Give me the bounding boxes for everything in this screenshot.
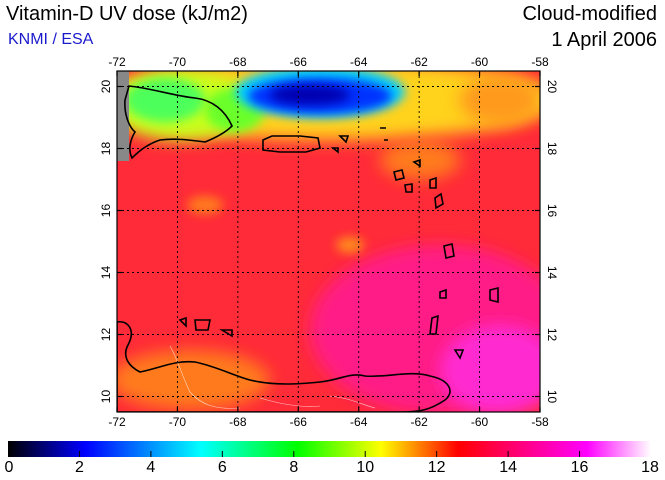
- lat-labels-left: 10 12 14 16 18 20: [99, 80, 113, 404]
- lat-tick-label: 10: [545, 390, 559, 404]
- product-label: Cloud-modified: [522, 3, 657, 25]
- colorbar-label: 6: [217, 459, 227, 476]
- colorbar-label: 10: [356, 459, 375, 476]
- lon-tick-label: -68: [229, 55, 247, 69]
- green-area-hispaniola: [125, 78, 205, 122]
- lat-labels-right: 10 12 14 16 18 20: [545, 80, 559, 404]
- lon-tick-label: -66: [290, 415, 308, 429]
- lon-tick-label: -60: [471, 415, 489, 429]
- colorbar-label: 2: [74, 459, 84, 476]
- lat-lon-grid: [117, 71, 540, 412]
- lat-tick-label: 18: [99, 142, 113, 156]
- colorbar-ticks: [78, 451, 581, 457]
- lat-tick-label: 20: [99, 80, 113, 94]
- no-data-strip: [117, 71, 129, 161]
- orange-south: [117, 350, 270, 410]
- country-borders: [169, 345, 376, 409]
- lat-tick-label: 18: [545, 142, 559, 156]
- lat-tick-label: 20: [545, 80, 559, 94]
- lon-tick-label: -58: [531, 55, 549, 69]
- lon-labels-bottom: -72 -70 -68 -66 -64 -62 -60 -58: [108, 415, 549, 429]
- colorbar-label: 14: [499, 459, 518, 476]
- lon-tick-label: -64: [350, 415, 368, 429]
- lat-tick-label: 12: [99, 328, 113, 342]
- lat-tick-label: 14: [99, 266, 113, 280]
- hispaniola-coast: [124, 85, 233, 160]
- colorbar-label: 0: [4, 459, 14, 476]
- colorbar-label: 4: [146, 459, 156, 476]
- lon-tick-label: -72: [108, 415, 126, 429]
- lon-tick-label: -70: [169, 415, 187, 429]
- lon-labels-top: -72 -70 -68 -66 -64 -62 -60 -58: [108, 55, 549, 69]
- uv-dose-field: [117, 71, 540, 412]
- lon-tick-label: -70: [169, 55, 187, 69]
- credit-label: KNMI / ESA: [8, 31, 94, 48]
- colorbar: [8, 441, 651, 457]
- map-frame: [116, 70, 541, 413]
- colorbar-label: 12: [427, 459, 446, 476]
- colorbar-label: 8: [289, 459, 299, 476]
- lon-tick-label: -72: [108, 55, 126, 69]
- south-america-coast: [117, 320, 451, 412]
- map-title: Vitamin-D UV dose (kJ/m2): [6, 3, 248, 25]
- lon-tick-label: -62: [410, 55, 428, 69]
- date-label: 1 April 2006: [551, 29, 657, 51]
- lon-tick-label: -66: [290, 55, 308, 69]
- lat-tick-label: 16: [545, 204, 559, 218]
- coastlines: [117, 85, 499, 412]
- lon-tick-label: -58: [531, 415, 549, 429]
- lon-tick-label: -64: [350, 55, 368, 69]
- lon-tick-label: -62: [410, 415, 428, 429]
- puerto-rico-coast: [262, 135, 321, 153]
- lat-tick-label: 10: [99, 390, 113, 404]
- colorbar-label: 18: [641, 459, 659, 476]
- lon-tick-label: -68: [229, 415, 247, 429]
- lat-tick-label: 16: [99, 204, 113, 218]
- lesser-antilles-coast: [178, 158, 499, 360]
- lat-tick-label: 14: [545, 266, 559, 280]
- colorbar-label: 16: [570, 459, 589, 476]
- lon-tick-label: -60: [471, 55, 489, 69]
- lat-tick-label: 12: [545, 328, 559, 342]
- frame-ticks: [116, 71, 541, 412]
